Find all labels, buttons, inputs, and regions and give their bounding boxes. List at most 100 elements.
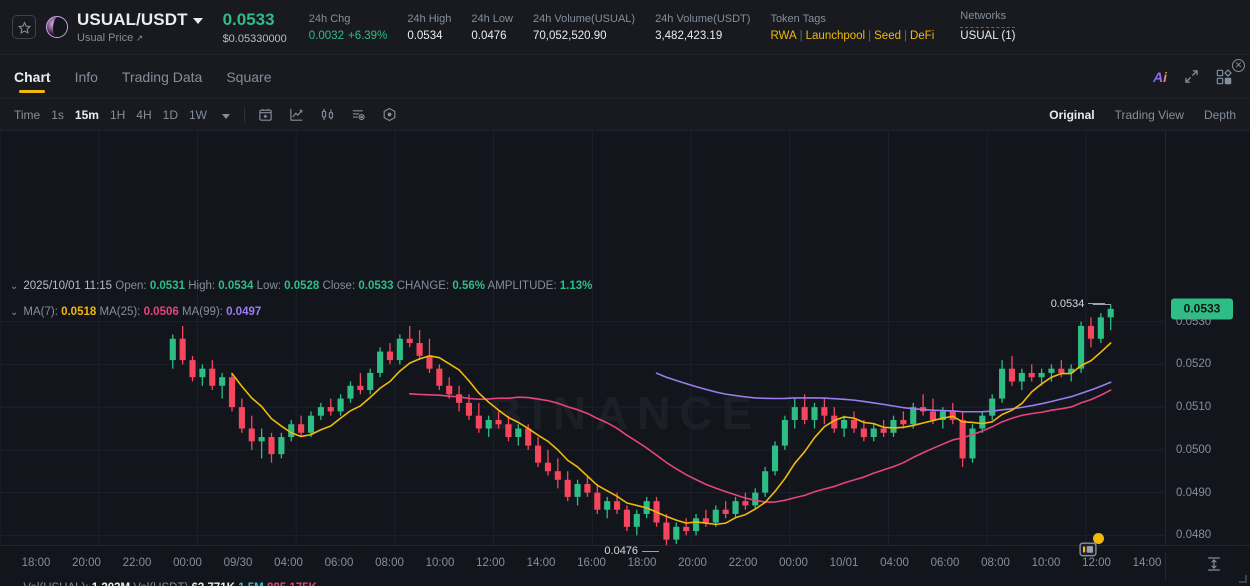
stat-24h-volume-base: 24h Volume(USUAL) 70,052,520.90 bbox=[533, 13, 635, 42]
time-tick-label: 06:00 bbox=[930, 557, 960, 569]
layout-grid-icon[interactable] bbox=[1216, 68, 1232, 85]
axis-divider bbox=[1165, 552, 1166, 580]
chevron-down-icon[interactable] bbox=[192, 18, 203, 24]
tab-square[interactable]: Square bbox=[226, 68, 272, 85]
fit-vertical-icon[interactable] bbox=[1206, 556, 1222, 577]
chevron-down-icon[interactable]: ⌄ bbox=[10, 281, 19, 292]
ma25-label: MA(25): bbox=[99, 306, 141, 318]
last-price: 0.0533 bbox=[222, 9, 275, 29]
time-tick-label: 04:00 bbox=[880, 557, 909, 569]
view-original[interactable]: Original bbox=[1049, 107, 1095, 122]
time-tick-label: 10/01 bbox=[829, 557, 859, 569]
interval-15m[interactable]: 15m bbox=[74, 107, 99, 122]
ma7-label: MA(7): bbox=[23, 306, 58, 318]
time-tick-label: 16:00 bbox=[577, 557, 606, 569]
toolbar-divider bbox=[243, 106, 245, 123]
ma25-value: 0.0506 bbox=[143, 306, 179, 318]
networks-value[interactable]: USUAL (1) bbox=[960, 27, 1016, 42]
networks-label: Networks bbox=[960, 10, 1007, 22]
stat-24h-change: 24h Chg 0.0032 +6.39% bbox=[309, 13, 388, 42]
time-tick-label: 08:00 bbox=[375, 557, 404, 569]
interval-1s[interactable]: 1s bbox=[51, 107, 64, 122]
interval-1h[interactable]: 1H bbox=[109, 107, 126, 122]
news-dot-badge bbox=[1093, 533, 1104, 544]
last-price-block: 0.0533 $0.05330000 bbox=[223, 10, 287, 45]
pair-subtitle-text: Usual Price bbox=[77, 32, 134, 44]
price-tick-label: 0.0490 bbox=[1176, 486, 1212, 499]
pair-name: USUAL/USDT bbox=[77, 10, 188, 29]
target-icon[interactable] bbox=[382, 107, 397, 122]
token-tags-label: Token Tags bbox=[770, 12, 826, 25]
pair-subtitle[interactable]: Usual Price ↗ bbox=[77, 32, 203, 44]
time-tick-label: 12:00 bbox=[1082, 557, 1111, 569]
leader-line bbox=[642, 551, 660, 553]
stat-label: 24h High bbox=[407, 12, 452, 25]
chevron-down-icon[interactable]: ⌄ bbox=[10, 307, 19, 318]
close-icon[interactable]: ✕ bbox=[1232, 59, 1245, 72]
ai-icon[interactable]: Ai bbox=[1153, 68, 1167, 85]
token-tag-seed[interactable]: Seed bbox=[874, 29, 901, 42]
interval-1d[interactable]: 1D bbox=[162, 107, 178, 122]
stat-24h-low: 24h Low 0.0476 bbox=[471, 13, 513, 42]
vol-ma-cyan-value: 1.5M bbox=[238, 582, 264, 586]
price-tick-label: 0.0500 bbox=[1176, 443, 1212, 456]
tab-chart[interactable]: Chart bbox=[14, 55, 51, 99]
tag-separator: | bbox=[903, 29, 907, 42]
news-icon[interactable] bbox=[1078, 533, 1104, 564]
candlestick-plot[interactable] bbox=[0, 131, 1165, 561]
stat-value: 70,052,520.90 bbox=[532, 29, 607, 42]
amplitude-label: AMPLITUDE: bbox=[487, 280, 557, 292]
change-abs: 0.0032 bbox=[308, 29, 344, 42]
chevron-down-icon[interactable] bbox=[221, 113, 230, 119]
pair-block[interactable]: USUAL/USDT Usual Price ↗ bbox=[77, 10, 203, 44]
token-tag-rwa[interactable]: RWA bbox=[770, 29, 797, 42]
line-chart-icon[interactable] bbox=[289, 107, 304, 122]
view-depth[interactable]: Depth bbox=[1203, 107, 1236, 122]
stat-label: 24h Volume(USDT) bbox=[655, 12, 751, 25]
last-price-fiat: $0.05330000 bbox=[222, 32, 287, 45]
tab-trading-data[interactable]: Trading Data bbox=[121, 68, 203, 85]
vol-quote-value: 63.771K bbox=[192, 582, 235, 586]
candlestick-icon[interactable] bbox=[320, 107, 335, 122]
high-value: 0.0534 bbox=[218, 280, 254, 292]
time-tick-label: 22:00 bbox=[728, 557, 758, 569]
tabs-actions: Ai bbox=[1153, 69, 1236, 85]
indicator-icon[interactable] bbox=[351, 107, 366, 122]
price-tick-label: 0.0530 bbox=[1176, 315, 1212, 328]
interval-1w[interactable]: 1W bbox=[188, 107, 207, 122]
chevron-down-icon[interactable]: ⌄ bbox=[10, 583, 18, 586]
interval-4h[interactable]: 4H bbox=[136, 107, 152, 122]
time-tick-label: 04:00 bbox=[274, 557, 303, 569]
time-tick-label: 14:00 bbox=[1132, 557, 1162, 569]
period-high-marker: 0.0534 bbox=[1051, 298, 1106, 310]
time-axis[interactable]: 18:00 20:00 22:00 00:00 09/30 04:00 06:00 08:00… bbox=[0, 545, 1250, 586]
expand-arrows-icon[interactable] bbox=[1184, 69, 1199, 84]
ma7-value: 0.0518 bbox=[61, 306, 97, 318]
stat-value: 3,482,423.19 bbox=[655, 29, 723, 42]
time-tick-label: 22:00 bbox=[122, 557, 152, 569]
chart-area[interactable]: BINANCE ⌄2025/10/01 11:15 Open: 0.0531 H… bbox=[0, 131, 1250, 586]
vol-base-label: Vol(USUAL): bbox=[23, 582, 88, 586]
open-label: Open: bbox=[115, 280, 147, 292]
stat-value: 0.0534 bbox=[407, 29, 443, 42]
calendar-icon[interactable] bbox=[258, 107, 273, 122]
view-trading-view[interactable]: Trading View bbox=[1114, 107, 1184, 122]
ma99-value: 0.0497 bbox=[226, 306, 262, 318]
price-axis[interactable]: 0.0533 0.0530 0.0520 0.0510 0.0500 0.0490 0.0… bbox=[1165, 131, 1250, 561]
ma99-label: MA(99): bbox=[181, 306, 223, 318]
amplitude-value: 1.13% bbox=[559, 280, 593, 292]
token-tag-launchpool[interactable]: Launchpool bbox=[805, 29, 866, 42]
time-tick-label: 08:00 bbox=[981, 557, 1010, 569]
stat-label: 24h Chg bbox=[308, 12, 351, 25]
stat-value: 0.0476 bbox=[471, 29, 507, 42]
token-tag-defi[interactable]: DeFi bbox=[909, 29, 935, 42]
tab-info[interactable]: Info bbox=[74, 68, 98, 85]
vol-ma-pink-value: 885.175K bbox=[267, 582, 317, 586]
ma-legend: ⌄ MA(7): 0.0518 MA(25): 0.0506 MA(99): 0.… bbox=[10, 306, 261, 318]
time-tick-label: 14:00 bbox=[526, 557, 556, 569]
ohlc-datetime: 2025/10/01 11:15 bbox=[23, 280, 113, 292]
favorite-star-icon[interactable] bbox=[12, 15, 36, 39]
toolbar-time-label[interactable]: Time bbox=[14, 107, 41, 122]
resize-corner-icon[interactable] bbox=[1239, 575, 1247, 583]
